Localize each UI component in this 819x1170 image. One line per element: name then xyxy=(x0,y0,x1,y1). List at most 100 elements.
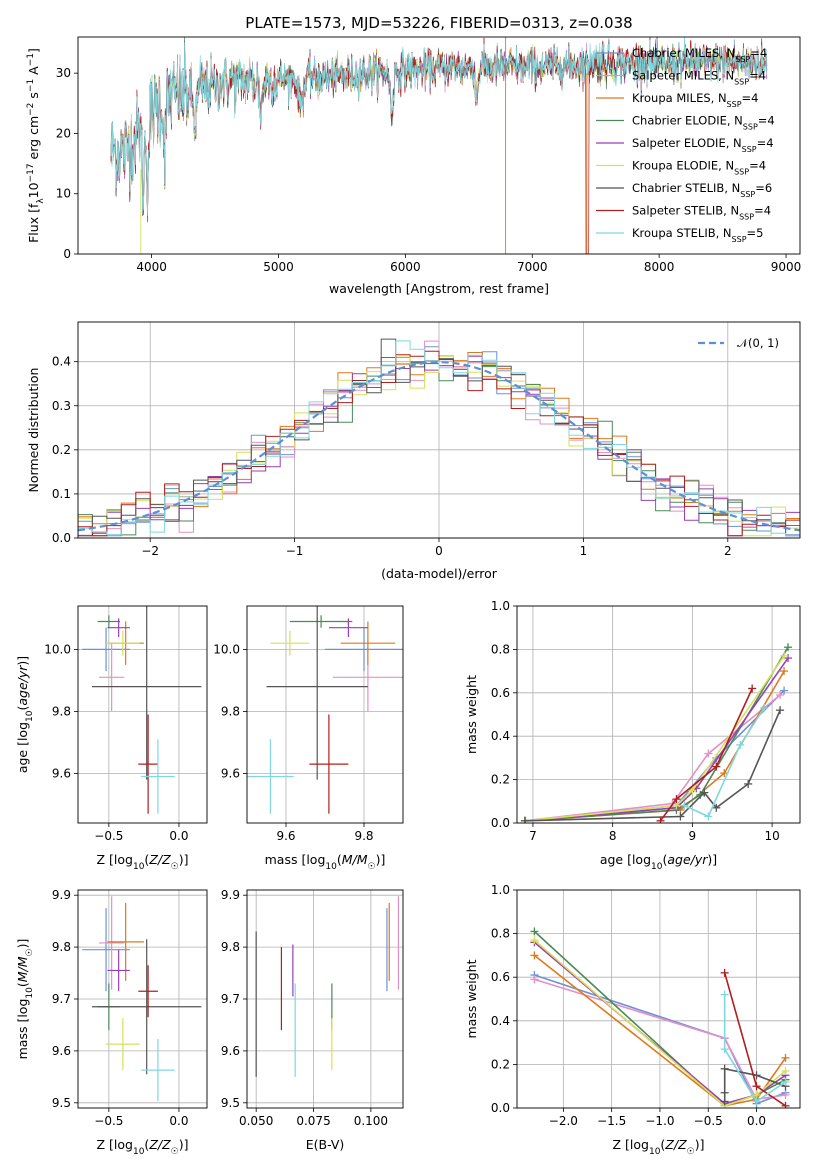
weight-line-chabrier-miles xyxy=(534,974,786,1105)
weight-marker xyxy=(752,1082,761,1091)
x-tick-label: 0.100 xyxy=(354,1114,388,1128)
y-tick-label: 0.2 xyxy=(491,773,510,787)
y-tick-label: 0 xyxy=(63,247,71,261)
weight-line-chabrier-elodie xyxy=(524,646,789,822)
errorbar-point xyxy=(141,739,175,814)
y-tick-label: 9.7 xyxy=(221,992,240,1006)
errorbar-point xyxy=(138,714,158,814)
y-tick-label: 0.4 xyxy=(491,1014,510,1028)
weight-marker xyxy=(720,1045,729,1054)
x-tick-label: 6000 xyxy=(390,260,421,274)
x-tick-label: 2 xyxy=(724,544,732,558)
weight-line-salpeter-miles xyxy=(524,694,781,822)
weight-marker xyxy=(712,762,721,771)
y-tick-label: 0.3 xyxy=(52,399,71,413)
weight-marker xyxy=(776,706,785,715)
y-tick-label: 0.6 xyxy=(491,686,510,700)
spectrum-line-kroupa-stelib xyxy=(110,37,768,217)
weight-marker xyxy=(680,801,689,810)
x-tick-label: 9000 xyxy=(771,260,802,274)
panel-residuals: −2 −1 0 1 2 0.0 0.1 0.2 0.3 0.4 xyxy=(52,321,801,558)
weight-marker xyxy=(530,927,539,936)
plot-area xyxy=(82,606,202,814)
x-axis-label: E(B-V) xyxy=(306,1137,345,1152)
weight-line-chabrier-stelib xyxy=(524,709,781,822)
y-tick-label: 0.4 xyxy=(491,729,510,743)
y-axis-label: mass weight xyxy=(464,675,479,754)
y-tick-label: 0.0 xyxy=(491,816,510,830)
x-tick-label: −1 xyxy=(286,544,304,558)
weight-marker xyxy=(780,686,789,695)
weight-marker xyxy=(688,786,697,795)
weight-line-kroupa-miles xyxy=(524,670,785,822)
x-axis-label: wavelength [Angstrom, rest frame] xyxy=(329,281,549,296)
weight-marker xyxy=(720,1088,729,1097)
x-tick-label: −0.5 xyxy=(94,829,123,843)
y-tick-label: 9.9 xyxy=(52,888,71,902)
axes-frame xyxy=(77,321,801,539)
plot-area xyxy=(530,927,790,1108)
x-tick-label: 9.8 xyxy=(354,829,373,843)
x-tick-label: −2.0 xyxy=(549,1114,578,1128)
x-tick-label: 7000 xyxy=(517,260,548,274)
histogram-kroupa-stelib xyxy=(78,340,800,537)
plot-area xyxy=(78,338,800,537)
x-tick-label: 0.0 xyxy=(169,829,188,843)
weight-marker xyxy=(720,968,729,977)
legend-label: Kroupa STELIB, NSSP=5 xyxy=(632,226,763,244)
weight-marker xyxy=(720,1064,729,1073)
x-tick-label: 1 xyxy=(580,544,588,558)
y-tick-label: 9.8 xyxy=(52,940,71,954)
errorbar-point xyxy=(99,643,125,712)
legend-label: Salpeter ELODIE, NSSP=4 xyxy=(632,136,774,154)
x-axis-label: (data-model)/error xyxy=(381,566,498,581)
y-axis-label: age [log10(age/yr)] xyxy=(15,656,35,773)
errorbar-point xyxy=(92,939,202,1075)
weight-marker xyxy=(748,684,757,693)
y-tick-label: 10.0 xyxy=(44,642,71,656)
legend-label: Salpeter STELIB, NSSP=4 xyxy=(632,204,771,222)
weight-line-kroupa-miles xyxy=(533,954,787,1107)
errorbar-point xyxy=(106,630,140,656)
weight-marker xyxy=(720,1097,729,1106)
histogram-salpeter-stelib xyxy=(78,350,800,537)
x-tick-label: −2 xyxy=(141,544,159,558)
legend-label: Kroupa MILES, NSSP=4 xyxy=(632,91,758,109)
weight-line-salpeter-stelib xyxy=(659,688,753,822)
x-tick-label: −0.5 xyxy=(694,1114,723,1128)
errorbar-point xyxy=(82,627,130,672)
legend-label: 𝒩(0, 1) xyxy=(737,336,779,350)
y-tick-label: 9.5 xyxy=(52,1096,71,1110)
axes-frame xyxy=(246,605,404,824)
weight-line-kroupa-stelib xyxy=(723,994,786,1103)
x-tick-label: −1.5 xyxy=(597,1114,626,1128)
legend-label: Chabrier ELODIE, NSSP=4 xyxy=(632,114,775,132)
errorbar-point xyxy=(92,606,202,780)
weight-marker xyxy=(760,703,769,712)
errorbar-point xyxy=(270,630,310,656)
plot-area xyxy=(255,896,400,1077)
weight-line-kroupa-elodie xyxy=(533,939,787,1107)
y-axis-label: mass [log10(M/M☉)] xyxy=(15,939,35,1060)
panel-age-vs-mass: 9.6 9.8 9.6 9.8 10.0 xyxy=(213,605,404,843)
errorbar-point xyxy=(141,1038,175,1102)
panel-age-vs-Z: −0.5 0.0 9.6 9.8 10.0 xyxy=(44,605,208,843)
axes-frame xyxy=(246,889,404,1109)
weight-marker xyxy=(781,1053,790,1062)
y-tick-label: 0.4 xyxy=(52,355,71,369)
histogram-salpeter-elodie xyxy=(78,355,800,537)
x-axis-label: age [log10(age/yr)] xyxy=(600,852,717,872)
x-axis-label: Z [log10(Z/Z☉)] xyxy=(97,852,189,872)
y-tick-label: 9.9 xyxy=(221,888,240,902)
panel-mass-weight-vs-Z: −2.0 −1.5 −1.0 −0.5 0.0 0.0 0.2 0.4 0.6 0.8 1.0 xyxy=(491,883,801,1128)
normal-curve xyxy=(78,360,800,532)
panel-mass-vs-ebv: 0.050 0.075 0.100 9.5 9.6 9.7 9.8 9.9 xyxy=(221,888,404,1128)
x-tick-label: 0.0 xyxy=(747,1114,766,1128)
x-tick-label: −0.5 xyxy=(94,1114,123,1128)
x-tick-label: 5000 xyxy=(263,260,294,274)
x-axis-label: Z [log10(Z/Z☉)] xyxy=(97,1137,189,1157)
weight-line-kroupa-stelib xyxy=(684,707,765,818)
y-tick-label: 1.0 xyxy=(491,883,510,897)
errorbar-point xyxy=(138,965,158,1018)
y-tick-label: 10.0 xyxy=(213,642,240,656)
